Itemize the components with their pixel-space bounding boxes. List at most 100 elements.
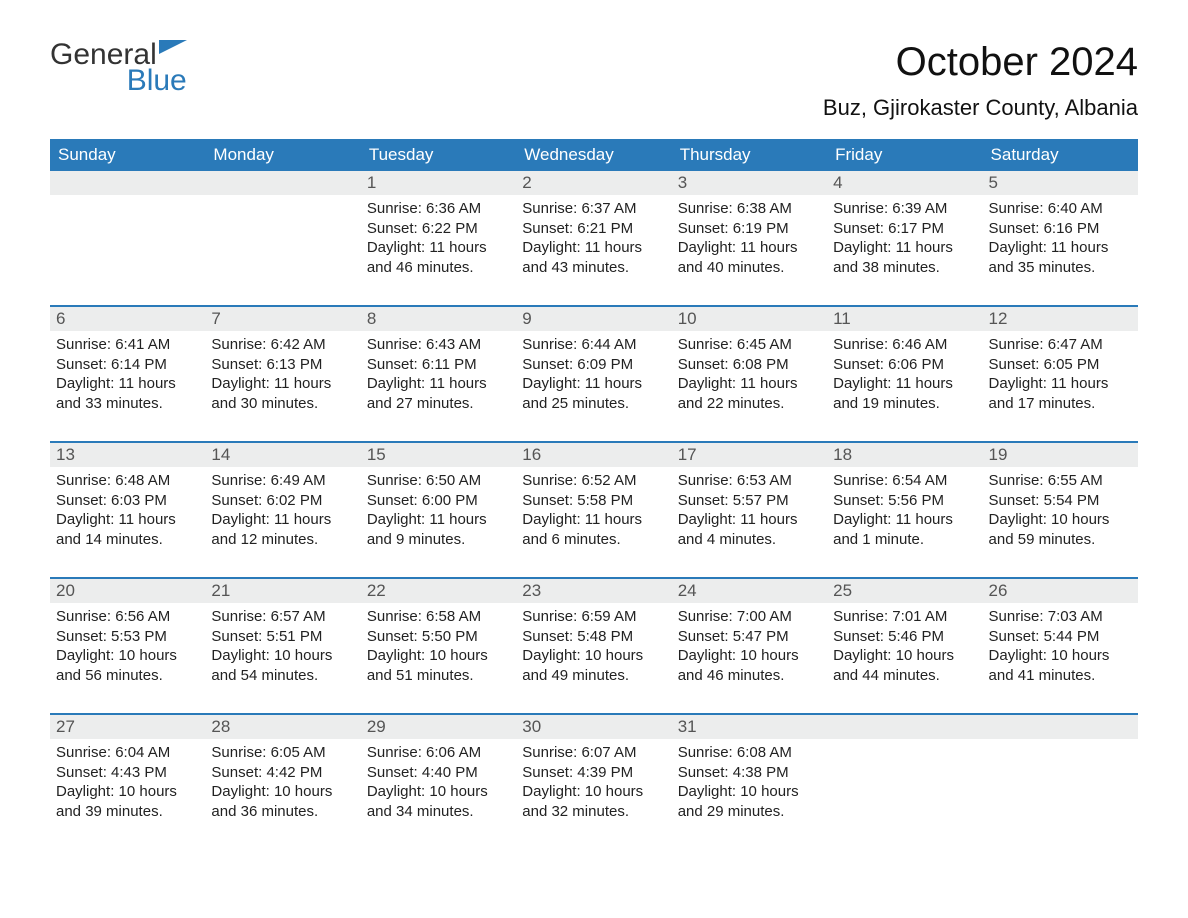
logo: General Blue	[50, 40, 187, 96]
daylight-line: Daylight: 11 hours and 40 minutes.	[678, 238, 821, 277]
sunrise-line: Sunrise: 6:54 AM	[833, 471, 976, 491]
sunrise-line: Sunrise: 7:00 AM	[678, 607, 821, 627]
day-body-cell: Sunrise: 6:39 AMSunset: 6:17 PMDaylight:…	[827, 195, 982, 306]
day-body-cell: Sunrise: 6:48 AMSunset: 6:03 PMDaylight:…	[50, 467, 205, 578]
day-number-cell: 19	[983, 442, 1138, 467]
sunrise-line: Sunrise: 6:06 AM	[367, 743, 510, 763]
sunset-line: Sunset: 6:19 PM	[678, 219, 821, 239]
sunset-line: Sunset: 6:21 PM	[522, 219, 665, 239]
daylight-line: Daylight: 10 hours and 39 minutes.	[56, 782, 199, 821]
sunrise-line: Sunrise: 6:50 AM	[367, 471, 510, 491]
week-body-row: Sunrise: 6:48 AMSunset: 6:03 PMDaylight:…	[50, 467, 1138, 578]
sunset-line: Sunset: 4:39 PM	[522, 763, 665, 783]
day-number-cell: 4	[827, 171, 982, 195]
daylight-line: Daylight: 11 hours and 25 minutes.	[522, 374, 665, 413]
day-body-cell	[205, 195, 360, 306]
day-number-cell: 30	[516, 714, 671, 739]
day-body-cell: Sunrise: 6:05 AMSunset: 4:42 PMDaylight:…	[205, 739, 360, 849]
sunrise-line: Sunrise: 6:53 AM	[678, 471, 821, 491]
sunset-line: Sunset: 6:03 PM	[56, 491, 199, 511]
day-number-cell: 14	[205, 442, 360, 467]
daylight-line: Daylight: 11 hours and 46 minutes.	[367, 238, 510, 277]
daylight-line: Daylight: 11 hours and 38 minutes.	[833, 238, 976, 277]
day-body-cell	[50, 195, 205, 306]
daylight-line: Daylight: 10 hours and 34 minutes.	[367, 782, 510, 821]
day-body-cell: Sunrise: 6:42 AMSunset: 6:13 PMDaylight:…	[205, 331, 360, 442]
daylight-line: Daylight: 10 hours and 32 minutes.	[522, 782, 665, 821]
daylight-line: Daylight: 11 hours and 19 minutes.	[833, 374, 976, 413]
day-number-cell: 6	[50, 306, 205, 331]
daylight-line: Daylight: 10 hours and 54 minutes.	[211, 646, 354, 685]
day-number-cell: 20	[50, 578, 205, 603]
sunset-line: Sunset: 5:47 PM	[678, 627, 821, 647]
day-number-cell: 7	[205, 306, 360, 331]
sunset-line: Sunset: 6:09 PM	[522, 355, 665, 375]
day-number-cell: 8	[361, 306, 516, 331]
day-body-cell: Sunrise: 7:03 AMSunset: 5:44 PMDaylight:…	[983, 603, 1138, 714]
sunset-line: Sunset: 6:22 PM	[367, 219, 510, 239]
daylight-line: Daylight: 11 hours and 1 minute.	[833, 510, 976, 549]
daylight-line: Daylight: 10 hours and 59 minutes.	[989, 510, 1132, 549]
day-body-cell: Sunrise: 6:46 AMSunset: 6:06 PMDaylight:…	[827, 331, 982, 442]
daylight-line: Daylight: 11 hours and 33 minutes.	[56, 374, 199, 413]
sunrise-line: Sunrise: 6:46 AM	[833, 335, 976, 355]
sunrise-line: Sunrise: 6:04 AM	[56, 743, 199, 763]
day-body-cell: Sunrise: 6:47 AMSunset: 6:05 PMDaylight:…	[983, 331, 1138, 442]
day-body-cell: Sunrise: 6:40 AMSunset: 6:16 PMDaylight:…	[983, 195, 1138, 306]
sunset-line: Sunset: 5:57 PM	[678, 491, 821, 511]
day-number-cell: 29	[361, 714, 516, 739]
day-number-cell: 13	[50, 442, 205, 467]
sunrise-line: Sunrise: 6:47 AM	[989, 335, 1132, 355]
week-body-row: Sunrise: 6:36 AMSunset: 6:22 PMDaylight:…	[50, 195, 1138, 306]
day-body-cell: Sunrise: 6:49 AMSunset: 6:02 PMDaylight:…	[205, 467, 360, 578]
day-number-cell: 27	[50, 714, 205, 739]
daylight-line: Daylight: 10 hours and 51 minutes.	[367, 646, 510, 685]
day-number-cell: 1	[361, 171, 516, 195]
day-number-cell	[827, 714, 982, 739]
dow-saturday: Saturday	[983, 139, 1138, 171]
week-number-row: 2728293031	[50, 714, 1138, 739]
day-body-cell	[827, 739, 982, 849]
day-body-cell: Sunrise: 6:07 AMSunset: 4:39 PMDaylight:…	[516, 739, 671, 849]
sunset-line: Sunset: 5:54 PM	[989, 491, 1132, 511]
sunset-line: Sunset: 6:17 PM	[833, 219, 976, 239]
day-number-cell: 26	[983, 578, 1138, 603]
day-body-cell: Sunrise: 7:01 AMSunset: 5:46 PMDaylight:…	[827, 603, 982, 714]
day-number-cell: 22	[361, 578, 516, 603]
day-body-cell: Sunrise: 6:54 AMSunset: 5:56 PMDaylight:…	[827, 467, 982, 578]
day-number-cell: 18	[827, 442, 982, 467]
sunset-line: Sunset: 4:38 PM	[678, 763, 821, 783]
day-body-cell: Sunrise: 6:57 AMSunset: 5:51 PMDaylight:…	[205, 603, 360, 714]
day-body-cell: Sunrise: 6:38 AMSunset: 6:19 PMDaylight:…	[672, 195, 827, 306]
logo-flag-icon	[159, 40, 187, 54]
day-body-cell: Sunrise: 6:52 AMSunset: 5:58 PMDaylight:…	[516, 467, 671, 578]
sunrise-line: Sunrise: 6:55 AM	[989, 471, 1132, 491]
daylight-line: Daylight: 11 hours and 12 minutes.	[211, 510, 354, 549]
sunrise-line: Sunrise: 6:42 AM	[211, 335, 354, 355]
sunrise-line: Sunrise: 6:39 AM	[833, 199, 976, 219]
sunset-line: Sunset: 6:00 PM	[367, 491, 510, 511]
sunset-line: Sunset: 5:48 PM	[522, 627, 665, 647]
sunrise-line: Sunrise: 6:38 AM	[678, 199, 821, 219]
day-number-cell: 2	[516, 171, 671, 195]
day-number-cell: 25	[827, 578, 982, 603]
day-number-cell: 15	[361, 442, 516, 467]
sunset-line: Sunset: 5:58 PM	[522, 491, 665, 511]
page-title: October 2024	[823, 40, 1138, 85]
sunrise-line: Sunrise: 6:57 AM	[211, 607, 354, 627]
day-number-cell: 10	[672, 306, 827, 331]
dow-tuesday: Tuesday	[361, 139, 516, 171]
day-body-cell	[983, 739, 1138, 849]
sunrise-line: Sunrise: 6:44 AM	[522, 335, 665, 355]
day-number-cell	[983, 714, 1138, 739]
daylight-line: Daylight: 11 hours and 27 minutes.	[367, 374, 510, 413]
sunrise-line: Sunrise: 6:40 AM	[989, 199, 1132, 219]
sunrise-line: Sunrise: 6:43 AM	[367, 335, 510, 355]
day-body-cell: Sunrise: 6:50 AMSunset: 6:00 PMDaylight:…	[361, 467, 516, 578]
daylight-line: Daylight: 10 hours and 49 minutes.	[522, 646, 665, 685]
day-body-cell: Sunrise: 6:45 AMSunset: 6:08 PMDaylight:…	[672, 331, 827, 442]
day-number-cell: 12	[983, 306, 1138, 331]
daylight-line: Daylight: 10 hours and 41 minutes.	[989, 646, 1132, 685]
day-body-cell: Sunrise: 6:04 AMSunset: 4:43 PMDaylight:…	[50, 739, 205, 849]
day-number-cell: 28	[205, 714, 360, 739]
